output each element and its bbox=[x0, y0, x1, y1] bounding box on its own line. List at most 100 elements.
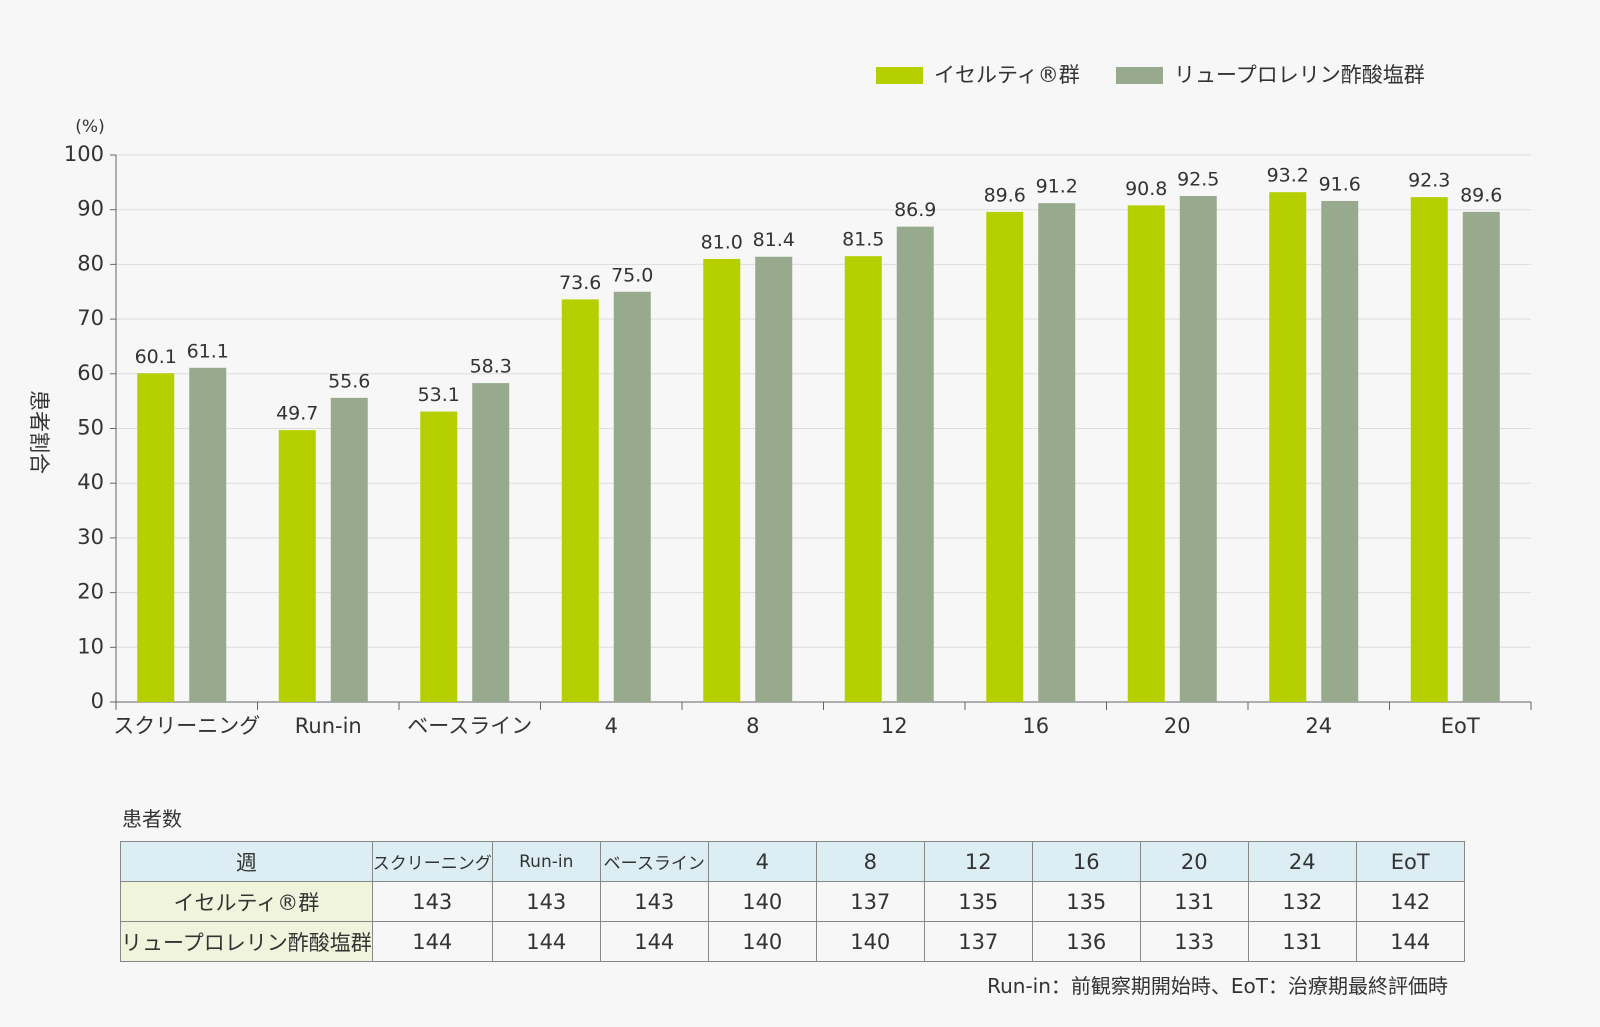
cell: 133 bbox=[1139, 921, 1249, 962]
y-tick-label: 0 bbox=[91, 689, 104, 713]
value-label: 86.9 bbox=[894, 199, 936, 221]
x-tick-label: Run-in bbox=[295, 714, 362, 738]
patient-table: 週スクリーニング Run-in ベースライン 4 8 12 16 20 24 EoT イセルティ®群… bbox=[120, 841, 1465, 962]
value-label: 91.2 bbox=[1036, 176, 1078, 198]
y-tick-label: 90 bbox=[77, 197, 104, 221]
value-label: 92.3 bbox=[1408, 170, 1450, 192]
value-label: 75.0 bbox=[611, 264, 653, 286]
value-label: 81.0 bbox=[701, 231, 743, 253]
table-row: リュープロレリン酢酸塩群 144 144 144 140 140 137 136 133 131 1… bbox=[120, 921, 1465, 962]
cell: 137 bbox=[923, 921, 1033, 962]
bar bbox=[1321, 200, 1359, 702]
y-tick-label: 30 bbox=[77, 525, 104, 549]
x-tick-label: 16 bbox=[1022, 714, 1049, 738]
footnote: Run-in：前観察期開始時、EoT：治療期最終評価時 bbox=[987, 974, 1448, 998]
cell: 140 bbox=[815, 921, 925, 962]
cell: 131 bbox=[1247, 921, 1357, 962]
value-label: 60.1 bbox=[135, 346, 177, 368]
cell: 135 bbox=[1031, 881, 1141, 922]
cell: 143 bbox=[371, 881, 493, 922]
cell: 137 bbox=[815, 881, 925, 922]
bar bbox=[896, 226, 934, 703]
y-tick-label: 50 bbox=[77, 416, 104, 440]
table-title: 患者数 bbox=[122, 807, 182, 831]
value-label: 89.6 bbox=[984, 184, 1026, 206]
bar bbox=[1038, 203, 1076, 703]
cell: 140 bbox=[707, 881, 817, 922]
cell: 135 bbox=[923, 881, 1033, 922]
value-label: 93.2 bbox=[1267, 165, 1309, 187]
value-label: 90.8 bbox=[1125, 178, 1167, 200]
y-tick-label: 100 bbox=[64, 142, 104, 166]
y-tick-label: 80 bbox=[77, 251, 104, 275]
bar bbox=[137, 373, 175, 702]
value-label: 91.6 bbox=[1319, 173, 1361, 195]
x-tick-label: 8 bbox=[746, 714, 759, 738]
cell: 142 bbox=[1355, 881, 1465, 922]
row-header: イセルティ®群 bbox=[120, 881, 373, 922]
bar bbox=[1179, 196, 1217, 702]
header-cell: スクリーニング bbox=[371, 841, 493, 882]
bar bbox=[986, 211, 1024, 702]
header-cell: 8 bbox=[815, 841, 925, 882]
value-label: 53.1 bbox=[418, 384, 460, 406]
value-label: 81.5 bbox=[842, 229, 884, 251]
x-tick-label: 12 bbox=[881, 714, 908, 738]
header-cell: EoT bbox=[1355, 841, 1465, 882]
x-tick-label: スクリーニング bbox=[113, 714, 260, 738]
chart: (%) 患者割合 0 10 20 30 40 50 60 70 80 90 100 スクリーニング 60… bbox=[27, 63, 1532, 738]
value-label: 81.4 bbox=[753, 229, 795, 251]
bar bbox=[755, 256, 793, 702]
cell: 144 bbox=[371, 921, 493, 962]
row-header: リュープロレリン酢酸塩群 bbox=[120, 921, 373, 962]
y-unit: (%) bbox=[75, 117, 104, 137]
cell: 136 bbox=[1031, 921, 1141, 962]
header-cell: 週 bbox=[120, 841, 373, 882]
y-tick-label: 70 bbox=[77, 306, 104, 330]
bar bbox=[330, 397, 368, 702]
header-cell: 12 bbox=[923, 841, 1033, 882]
y-tick-label: 10 bbox=[77, 634, 104, 658]
bar bbox=[1127, 205, 1165, 702]
x-tick-label: ベースライン bbox=[407, 714, 532, 738]
y-tick-label: 40 bbox=[77, 470, 104, 494]
legend-swatch bbox=[876, 67, 923, 84]
cell: 144 bbox=[599, 921, 709, 962]
legend-label: イセルティ®群 bbox=[934, 63, 1080, 87]
header-cell: ベースライン bbox=[599, 841, 709, 882]
table-row: イセルティ®群 143 143 143 140 137 135 135 131 132 142 bbox=[120, 881, 1465, 922]
header-cell: Run-in bbox=[491, 841, 601, 882]
cell: 144 bbox=[1355, 921, 1465, 962]
x-tick-label: 20 bbox=[1164, 714, 1191, 738]
legend-swatch bbox=[1116, 67, 1163, 84]
cell: 143 bbox=[599, 881, 709, 922]
value-label: 49.7 bbox=[276, 403, 318, 425]
bar bbox=[278, 430, 316, 702]
header-row: 週スクリーニング Run-in ベースライン 4 8 12 16 20 24 EoT bbox=[120, 841, 1465, 882]
x-tick-label: 24 bbox=[1305, 714, 1332, 738]
y-tick-label: 20 bbox=[77, 580, 104, 604]
x-tick-label: EoT bbox=[1441, 714, 1480, 738]
bar bbox=[472, 383, 510, 702]
y-tick-label: 60 bbox=[77, 361, 104, 385]
bar bbox=[1410, 197, 1448, 702]
value-label: 55.6 bbox=[328, 370, 370, 392]
value-label: 73.6 bbox=[559, 272, 601, 294]
cell: 143 bbox=[491, 881, 601, 922]
bar bbox=[1269, 192, 1307, 703]
value-label: 92.5 bbox=[1177, 169, 1219, 191]
bar bbox=[420, 411, 458, 702]
header-cell: 4 bbox=[707, 841, 817, 882]
value-label: 89.6 bbox=[1460, 184, 1502, 206]
header-cell: 16 bbox=[1031, 841, 1141, 882]
cell: 131 bbox=[1139, 881, 1249, 922]
bar bbox=[189, 367, 227, 702]
bar bbox=[613, 291, 651, 702]
header-cell: 24 bbox=[1247, 841, 1357, 882]
bar bbox=[844, 256, 882, 702]
cell: 132 bbox=[1247, 881, 1357, 922]
y-axis-title: 患者割合 bbox=[27, 390, 51, 474]
value-label: 61.1 bbox=[187, 340, 229, 362]
bar bbox=[561, 299, 599, 702]
